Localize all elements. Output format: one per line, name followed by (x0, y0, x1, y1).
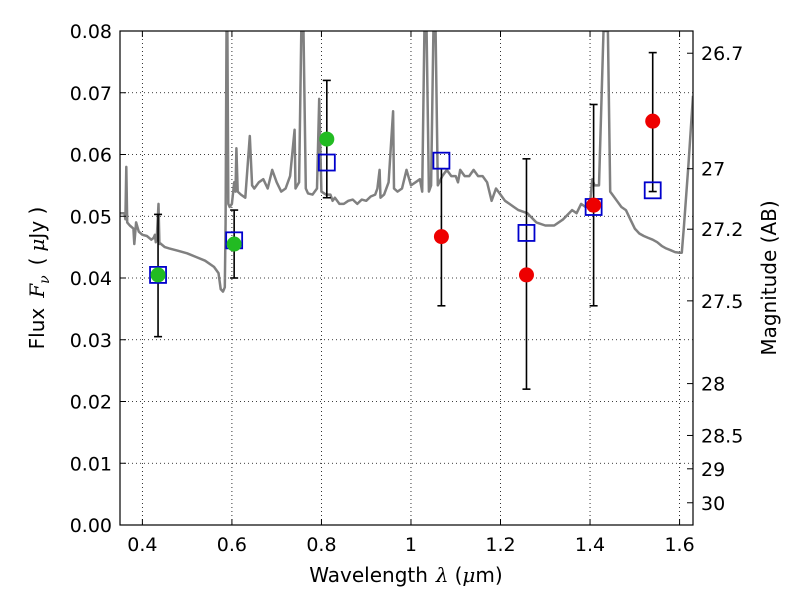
model-photometry-point (149, 266, 167, 284)
y-tick-label: 0.07 (70, 83, 112, 105)
y-axis-label-unit-open: ( (25, 258, 49, 266)
x-axis-label-unit-rest: m) (475, 563, 502, 587)
y2-tick-label: 27.2 (701, 219, 743, 241)
y-tick-label: 0.06 (70, 145, 112, 167)
x-axis-label: Wavelength λ (μm) (309, 563, 502, 587)
series-line-model-spectrum (120, 31, 693, 293)
y2-tick-label: 27.5 (701, 291, 743, 313)
non-detection-point (518, 267, 534, 283)
y2-tick-label: 29 (701, 459, 725, 481)
model-photometry-point (432, 151, 451, 170)
detection-point (319, 131, 335, 147)
ticks: 0.4 0.6 0.8 1 1.2 1.4 1.6 0.00 0.01 0.02 0.03 0.04 0… (70, 21, 744, 556)
x-tick-label: 0.8 (306, 534, 336, 556)
data-layer (120, 31, 693, 390)
plot-frame (119, 30, 694, 526)
x-axis-label-unit-mu: μ (462, 563, 475, 587)
y2-tick-label: 27 (701, 159, 725, 181)
y2-tick-label: 28.5 (701, 425, 743, 447)
non-detection-point (433, 229, 449, 245)
detection-point (150, 267, 166, 283)
x-axis-label-unit-open: ( (455, 563, 463, 587)
model-photometry-point (643, 181, 662, 200)
x-axis-label-symbol: λ (435, 563, 449, 587)
x-axis-label-prefix: Wavelength (309, 563, 428, 587)
y-tick-label: 0.00 (70, 515, 112, 537)
y-axis-label: Flux Fν ( μJy ) (25, 207, 53, 350)
y-axis-label-unit-rest: Jy ) (25, 207, 49, 241)
non-detection-point (586, 197, 602, 213)
non-detection-point (645, 113, 661, 129)
y2-tick-label: 30 (701, 493, 725, 515)
x-tick-label: 1.6 (664, 534, 694, 556)
x-tick-label: 0.4 (127, 534, 157, 556)
y-tick-label: 0.03 (70, 330, 112, 352)
x-tick-label: 0.6 (217, 534, 247, 556)
y-tick-label: 0.04 (70, 268, 112, 290)
x-tick-label: 1.4 (575, 534, 605, 556)
model-photometry-point (317, 153, 336, 172)
y2-axis-label: Magnitude (AB) (757, 200, 781, 355)
y-tick-label: 0.08 (70, 21, 112, 43)
y-axis-label-prefix: Flux (25, 308, 49, 350)
x-tick-label: 1.2 (485, 534, 515, 556)
y2-tick-label: 26.7 (701, 43, 743, 65)
y-tick-label: 0.05 (70, 206, 112, 228)
y2-tick-label: 28 (701, 374, 725, 396)
y-tick-label: 0.01 (70, 453, 112, 475)
y-axis-label-symbol: F (25, 283, 49, 299)
x-tick-label: 1 (405, 534, 417, 556)
y-axis-label-unit-mu: μ (25, 239, 49, 252)
model-photometry-point (517, 224, 536, 242)
y-tick-label: 0.02 (70, 392, 112, 414)
y-axis-label-subscript: ν (37, 275, 53, 284)
detection-point (226, 236, 242, 252)
